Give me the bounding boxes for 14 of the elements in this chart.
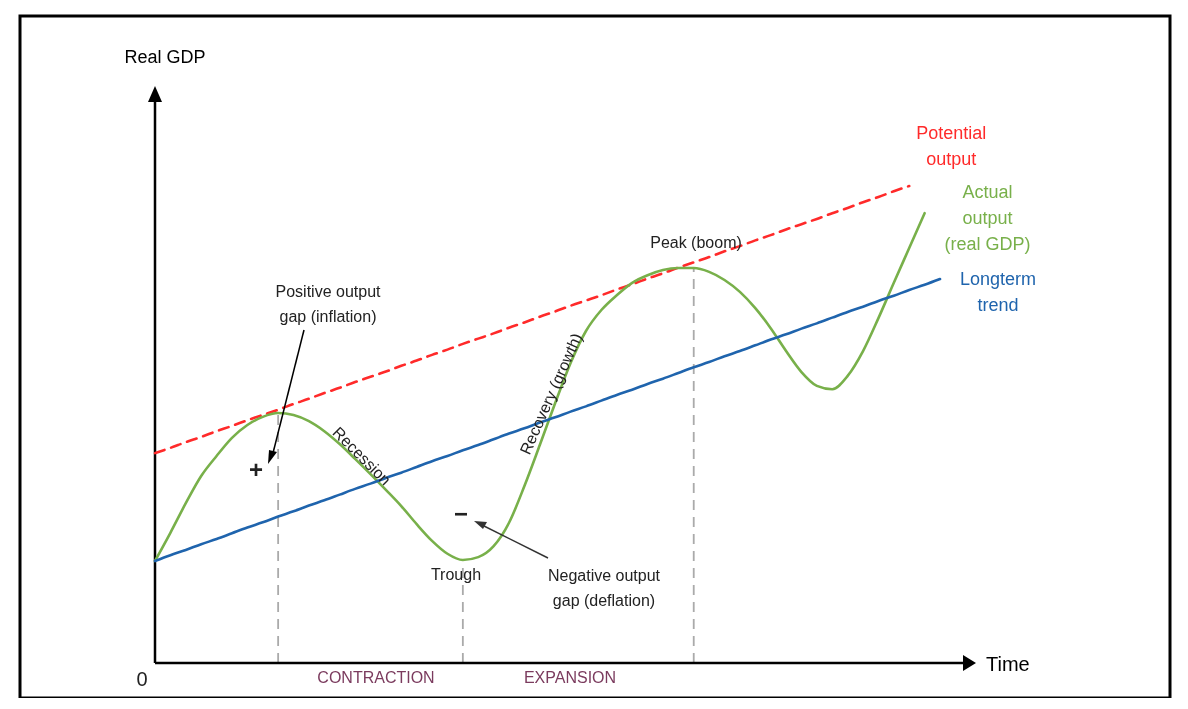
annotation: Peak (boom) <box>650 234 742 251</box>
text: CONTRACTION <box>317 669 435 686</box>
annotation: Negative output gap (deflation) <box>547 567 661 609</box>
series-label: Actual output (real GDP) <box>944 182 1031 255</box>
text: 0 <box>136 668 148 690</box>
series-label: Potential output <box>916 123 987 169</box>
text: Real GDP <box>124 47 206 67</box>
text: EXPANSION <box>523 669 617 686</box>
annotation: + <box>248 456 264 483</box>
annotation: − <box>453 500 469 527</box>
annotation: Trough <box>430 566 482 583</box>
series-label: Longterm trend <box>959 269 1037 316</box>
x-axis-title: Time <box>986 653 1030 675</box>
annotation: Positive output gap (inflation) <box>275 283 382 325</box>
